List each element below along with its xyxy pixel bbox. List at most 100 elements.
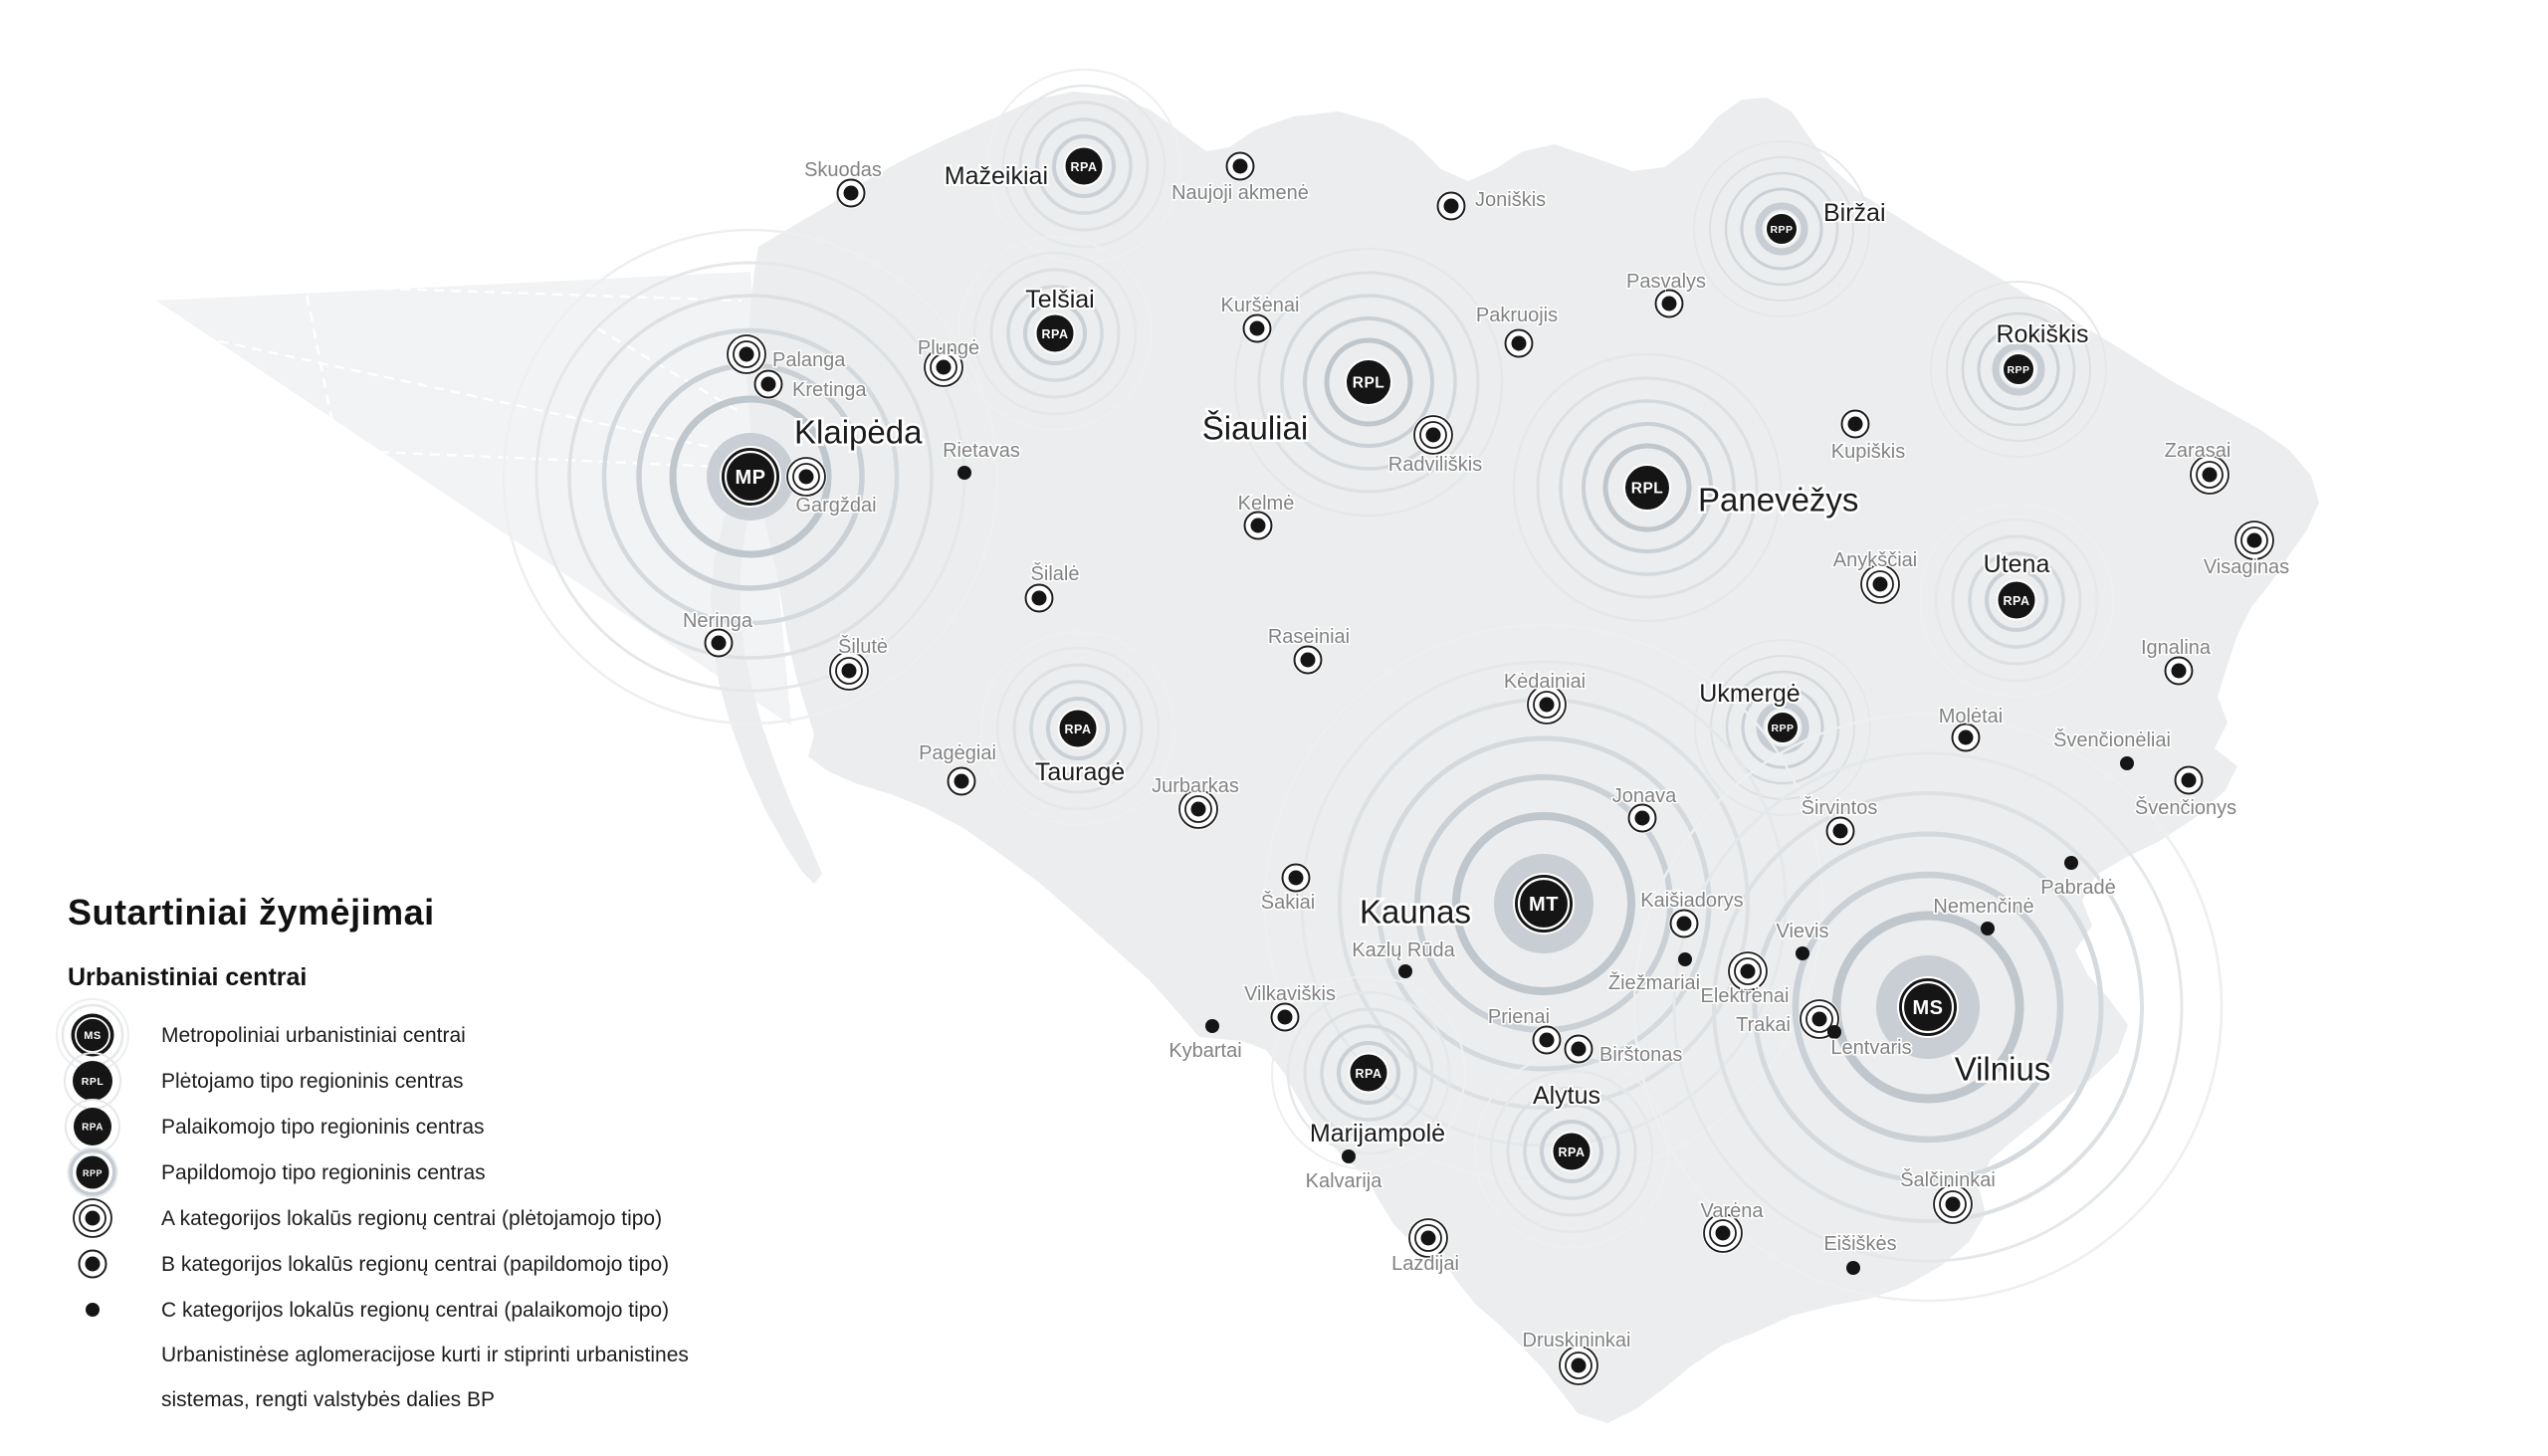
ring-bir-ai: [1709, 156, 1854, 302]
ring-tel-iai: [989, 268, 1121, 399]
ring-alytus: [1540, 1120, 1603, 1183]
marker-mid-ring: [1709, 1219, 1737, 1247]
marker-dot: [1661, 296, 1677, 312]
label-joni-kis: Joniškis: [1475, 189, 1546, 211]
marker-kazl-r-da: [1398, 964, 1412, 978]
marker-kaunas: MT: [1513, 873, 1575, 935]
marker-dot: [841, 663, 857, 679]
marker-ring: [2174, 765, 2204, 795]
legend-symbol-part: RPA: [82, 1123, 104, 1134]
marker-outer-ring: [1559, 1346, 1598, 1385]
marker-dot: [954, 773, 969, 789]
rings-panev-ys: [1512, 352, 1783, 623]
marker-taurag-: RPA: [1057, 708, 1099, 749]
marker-badge-text: MS: [1913, 997, 1944, 1019]
marker-outer-ring: [1933, 1184, 1973, 1224]
ring-roki-kis: [1946, 297, 2091, 442]
ring-panev-ys: [1559, 399, 1736, 576]
label-kur-nai: Kuršėnai: [1221, 295, 1300, 316]
marker-ring: [1951, 723, 1981, 752]
legend-symbol-a-icon: [73, 1198, 112, 1238]
ring-ma-eikiai: [1035, 117, 1133, 215]
rings-ma-eikiai: [986, 69, 1181, 264]
legend-symbol-part: [78, 1249, 107, 1279]
legend-symbol-cell: [68, 1354, 117, 1400]
marker-dot: [1634, 810, 1650, 826]
marker-inner-ring: [724, 450, 777, 504]
label-roki-kis: Rokiškis: [1996, 320, 2088, 348]
label-kai-iadorys: Kaišiadorys: [1640, 890, 1743, 912]
label-rietavas: Rietavas: [943, 440, 1020, 462]
marker--ven-ion-liai: [2120, 756, 2134, 770]
legend-symbol-c-icon: [86, 1303, 100, 1317]
marker--ilal-: [1023, 582, 1055, 614]
marker-rietavas: [957, 466, 971, 480]
marker-dot: [1676, 916, 1692, 932]
legend-item-none: Urbanistinėse aglomeracijose kurti ir st…: [68, 1333, 705, 1422]
marker-dot: [1539, 1032, 1555, 1048]
label-tel-iai: Telšiai: [1025, 286, 1094, 313]
marker-outer-ring: [1413, 415, 1453, 455]
label-anyk-iai: Anykščiai: [1833, 549, 1917, 571]
marker-ring: [1840, 409, 1870, 439]
marker-outer-ring: [2190, 455, 2230, 495]
legend-symbol-b-icon: [78, 1249, 107, 1279]
marker-badge-text: RPA: [1042, 327, 1069, 341]
legend-item-ms: MS Metropoliniai urbanistiniai centrai: [56, 998, 705, 1072]
marker-dot: [1420, 1230, 1436, 1246]
marker-mid-ring: [1419, 421, 1447, 449]
marker-outer-ring: [1527, 685, 1567, 725]
marker-ring: [836, 178, 866, 208]
marker-dot: [2064, 856, 2078, 870]
ring-klaip-da: [601, 327, 900, 626]
ring-klaip-da: [669, 395, 832, 558]
marker-dot: [1300, 652, 1316, 668]
marker-alytus: RPA: [1551, 1131, 1592, 1172]
marker-pabrad-: [2064, 856, 2078, 870]
marker-vilnius: MS: [1897, 976, 1959, 1038]
marker-ei-i-k-s: [1846, 1261, 1860, 1275]
marker-tel-iai: RPA: [1034, 312, 1076, 354]
marker-ring: [1504, 328, 1534, 358]
marker-mol-tai: [1950, 722, 1982, 753]
marker-inner-ring: [1901, 980, 1955, 1034]
marker-ring: [1270, 1002, 1300, 1032]
marker-badge-text: RPA: [1071, 160, 1098, 174]
label-naujoji-akmen-: Naujoji akmenė: [1171, 182, 1309, 204]
marker-outer-ring: [1860, 564, 1900, 604]
marker-dot: [1288, 870, 1304, 886]
marker-dot: [1981, 922, 1995, 936]
rings-roki-kis: [1930, 281, 2107, 458]
marker-dot: [1832, 823, 1848, 839]
label--akiai: Šakiai: [1261, 891, 1315, 914]
label-elektr-nai: Elektrėnai: [1701, 985, 1790, 1007]
marker-utena: RPA: [1996, 579, 2037, 621]
legend-item-rpa: RPA Palaikomojo tipo regioninis centras: [65, 1099, 705, 1154]
marker-ring: [1024, 583, 1054, 613]
rings-tel-iai: [957, 236, 1153, 431]
marker-jonava: [1626, 802, 1658, 834]
legend-symbol-cell: [68, 1287, 117, 1333]
marker-mid-ring: [1184, 795, 1212, 823]
label-taurag-: Tauragė: [1035, 758, 1125, 786]
marker-ukmerg-: RPP: [1766, 711, 1800, 744]
ring-marijampol-: [1303, 1007, 1434, 1139]
ring-panev-ys: [1512, 352, 1783, 623]
marker-bir-ai: RPP: [1765, 212, 1799, 246]
marker-dot: [2202, 467, 2218, 483]
marker-ring: [1281, 863, 1311, 893]
legend-symbol-part: RPP: [83, 1168, 103, 1178]
marker-dot: [1958, 729, 1974, 745]
label--al-ininkai: Šalčininkai: [1900, 1168, 1996, 1191]
label-neringa: Neringa: [683, 610, 753, 632]
marker-mid-ring: [930, 353, 957, 381]
label-prienai: Prienai: [1488, 1006, 1550, 1028]
marker-circle: [1348, 1052, 1389, 1094]
marker-circle: [1897, 976, 1959, 1038]
label-kretinga: Kretinga: [792, 379, 867, 401]
legend-symbol-cell: MS: [56, 998, 129, 1072]
marker-dot: [1232, 158, 1248, 174]
marker-elektr-nai: [1727, 950, 1769, 992]
marker-bir-tonas: [1563, 1033, 1594, 1065]
legend-symbol-part: [67, 1146, 118, 1198]
